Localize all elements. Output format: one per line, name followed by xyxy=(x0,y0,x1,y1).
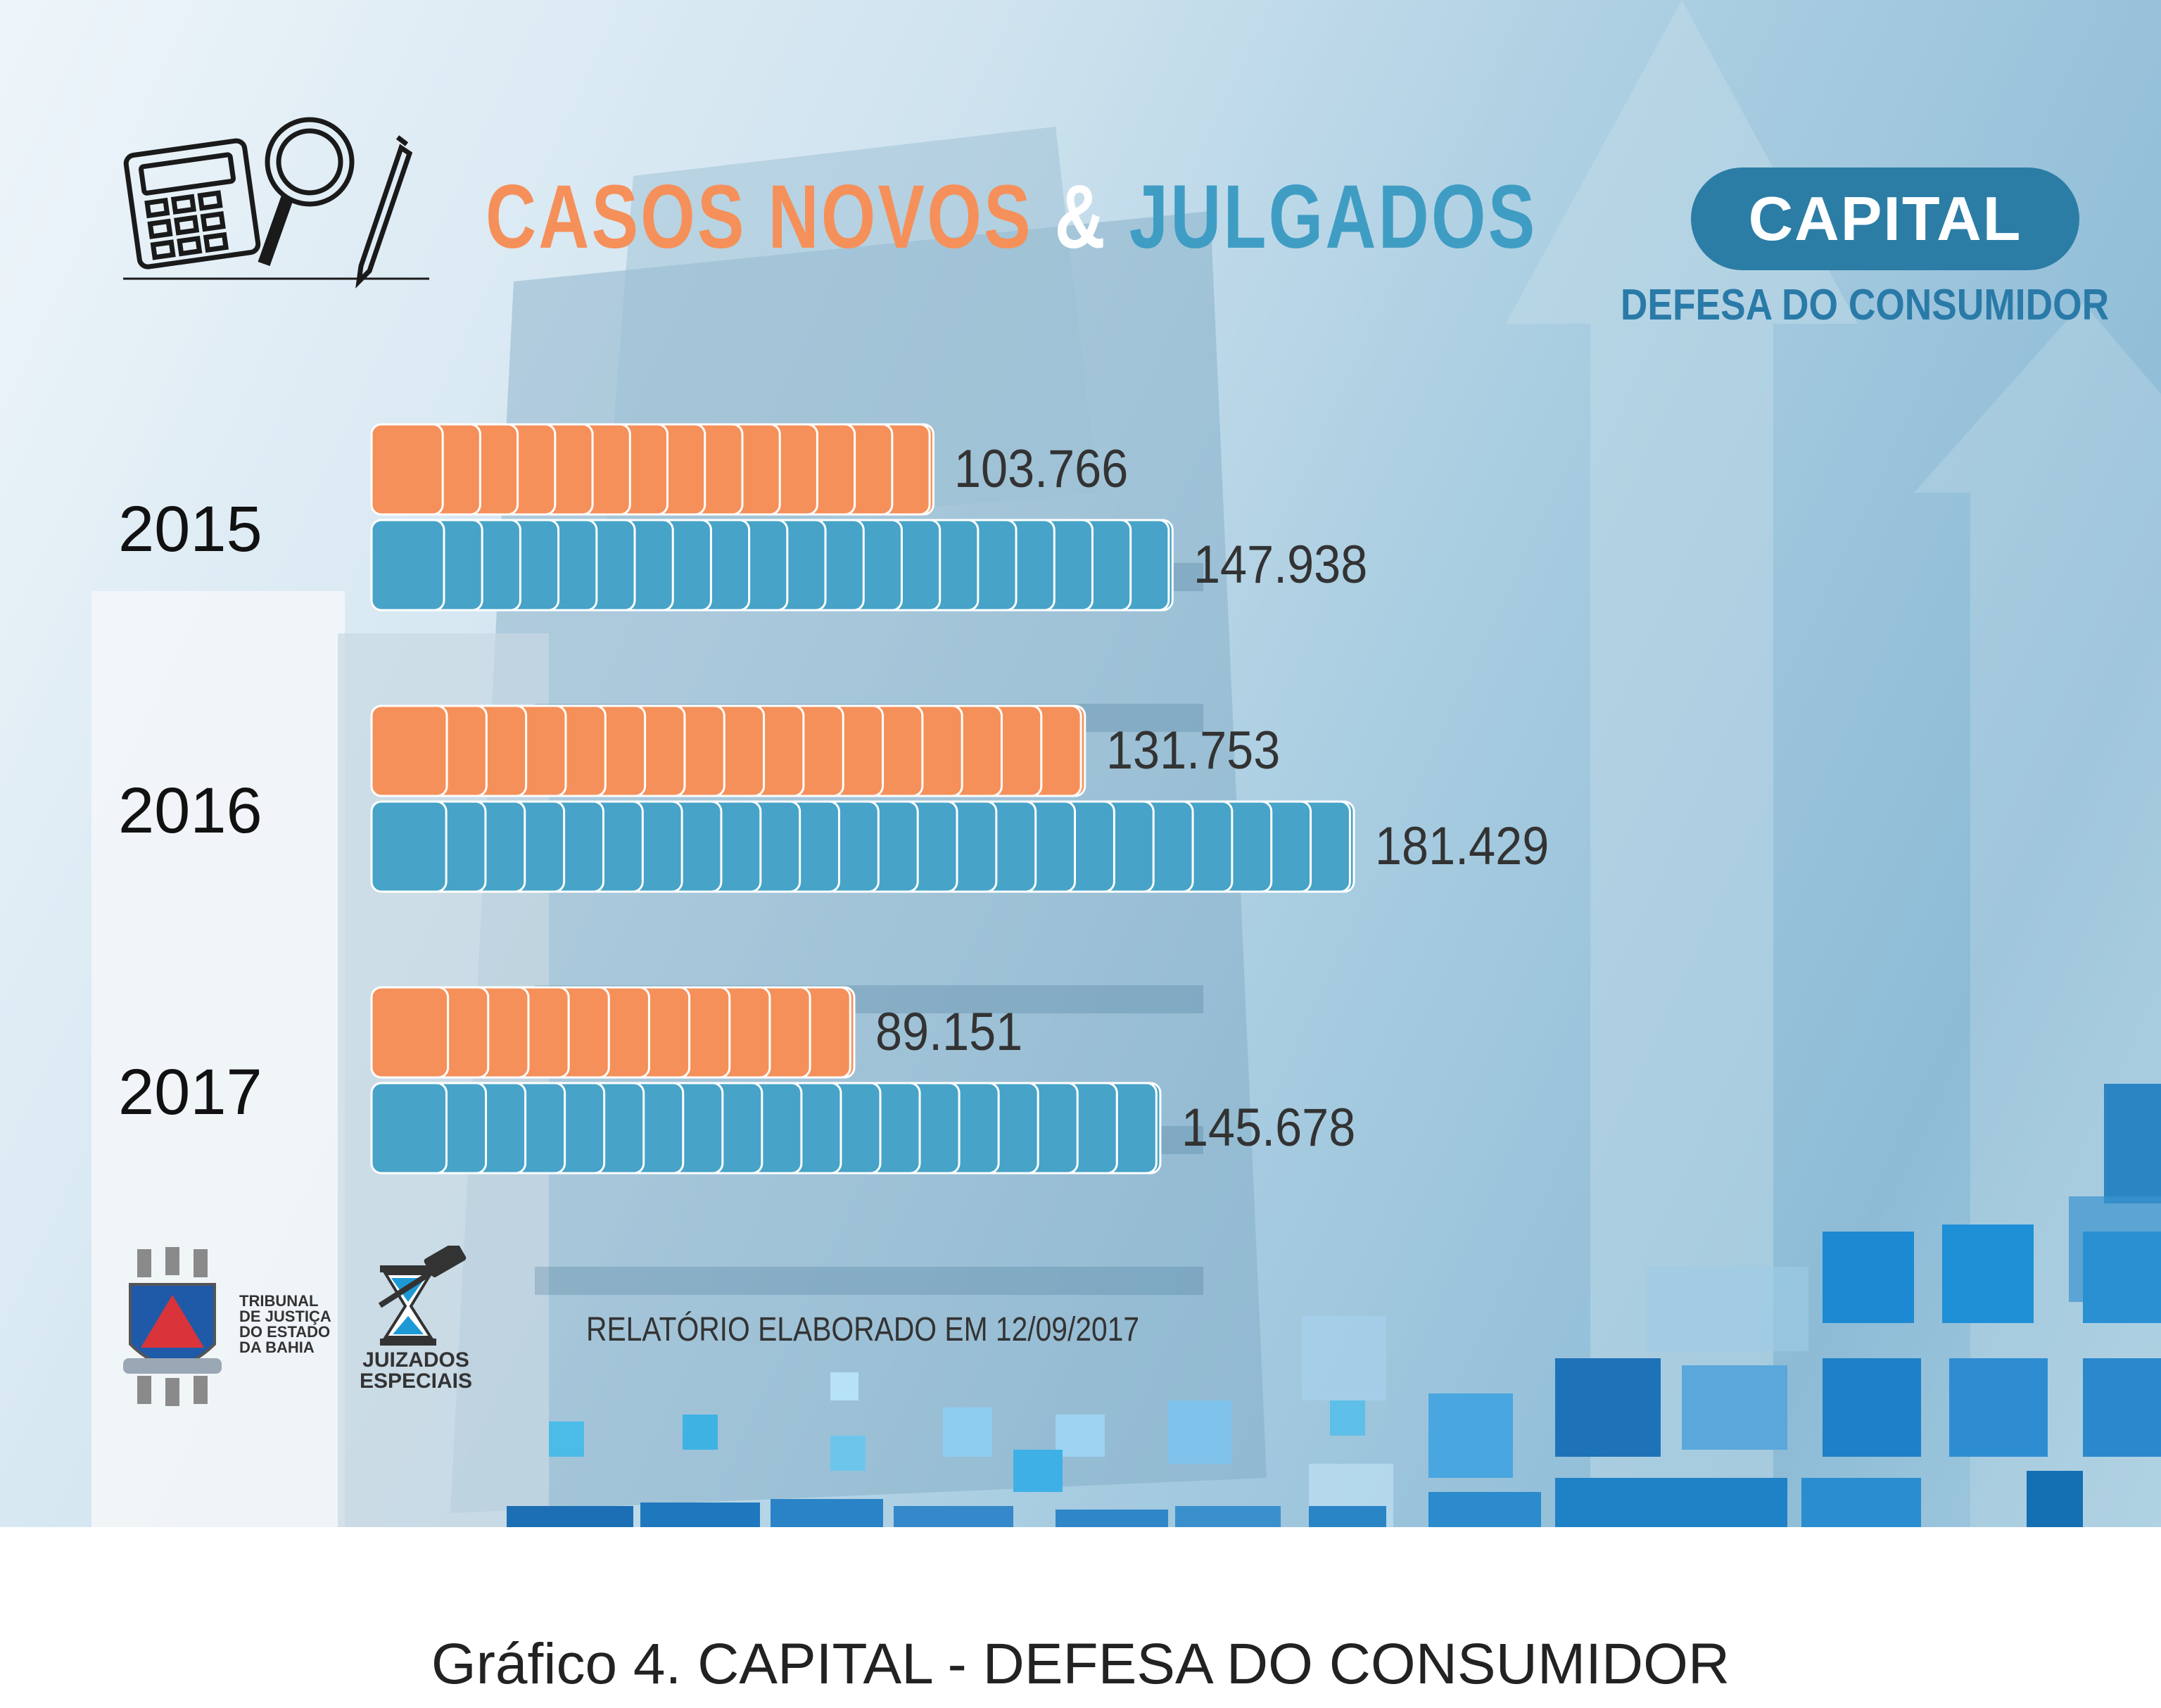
juizados-especiais-label: JUIZADOS ESPECIAIS xyxy=(359,1348,473,1393)
bar-segment xyxy=(370,423,444,516)
year-label-2015: 2015 xyxy=(118,493,262,565)
tj-bahia-label: TRIBUNAL DE JUSTIÇA DO ESTADO DA BAHIA xyxy=(239,1292,331,1356)
bar-segment xyxy=(370,1082,448,1175)
chart-title: CASOS NOVOS & JULGADOS xyxy=(486,165,1537,269)
juizados-hourglass-gavel-icon xyxy=(378,1246,467,1346)
calculator-magnifier-pen-icon xyxy=(123,117,429,289)
bar-segment xyxy=(370,800,448,893)
bar-2015-julgados xyxy=(370,519,1174,612)
decorative-squares xyxy=(507,1084,2161,1527)
year-label-2016: 2016 xyxy=(118,775,262,847)
value-label-2017-julgados: 145.678 xyxy=(1181,1098,1356,1158)
bar-2017-casos-novos xyxy=(370,986,856,1079)
bar-2016-casos-novos xyxy=(370,704,1086,797)
bar-2016-julgados xyxy=(370,800,1355,893)
title-julgados: JULGADOS xyxy=(1129,167,1538,267)
value-label-2015-julgados: 147.938 xyxy=(1193,535,1368,595)
capital-badge: CAPITAL xyxy=(1691,167,2079,270)
value-label-2016-julgados: 181.429 xyxy=(1375,816,1550,876)
figure-caption: Gráfico 4. CAPITAL - DEFESA DO CONSUMIDO… xyxy=(431,1632,1730,1696)
chart-subtitle: DEFESA DO CONSUMIDOR xyxy=(1620,281,2110,329)
bar-2017-julgados xyxy=(370,1082,1162,1175)
year-label-2017: 2017 xyxy=(118,1056,262,1128)
title-casos-novos: CASOS NOVOS xyxy=(486,167,1033,267)
bar-plot-area xyxy=(370,423,1355,1175)
bar-segment xyxy=(370,704,448,797)
tj-bahia-coat-of-arms-logo xyxy=(123,1247,222,1406)
value-label-2017-casos-novos: 89.151 xyxy=(875,1002,1023,1062)
bar-segment xyxy=(370,986,450,1079)
bar-2015-casos-novos xyxy=(370,423,934,516)
value-label-2016-casos-novos: 131.753 xyxy=(1105,721,1281,780)
value-label-2015-casos-novos: 103.766 xyxy=(954,439,1129,499)
bar-segment xyxy=(370,519,445,612)
title-ampersand: & xyxy=(1054,167,1108,267)
infographic-poster: CASOS NOVOS & JULGADOS CAPITAL DEFESA DO… xyxy=(0,0,2161,1527)
report-date-note: RELATÓRIO ELABORADO EM 12/09/2017 xyxy=(586,1311,1140,1348)
